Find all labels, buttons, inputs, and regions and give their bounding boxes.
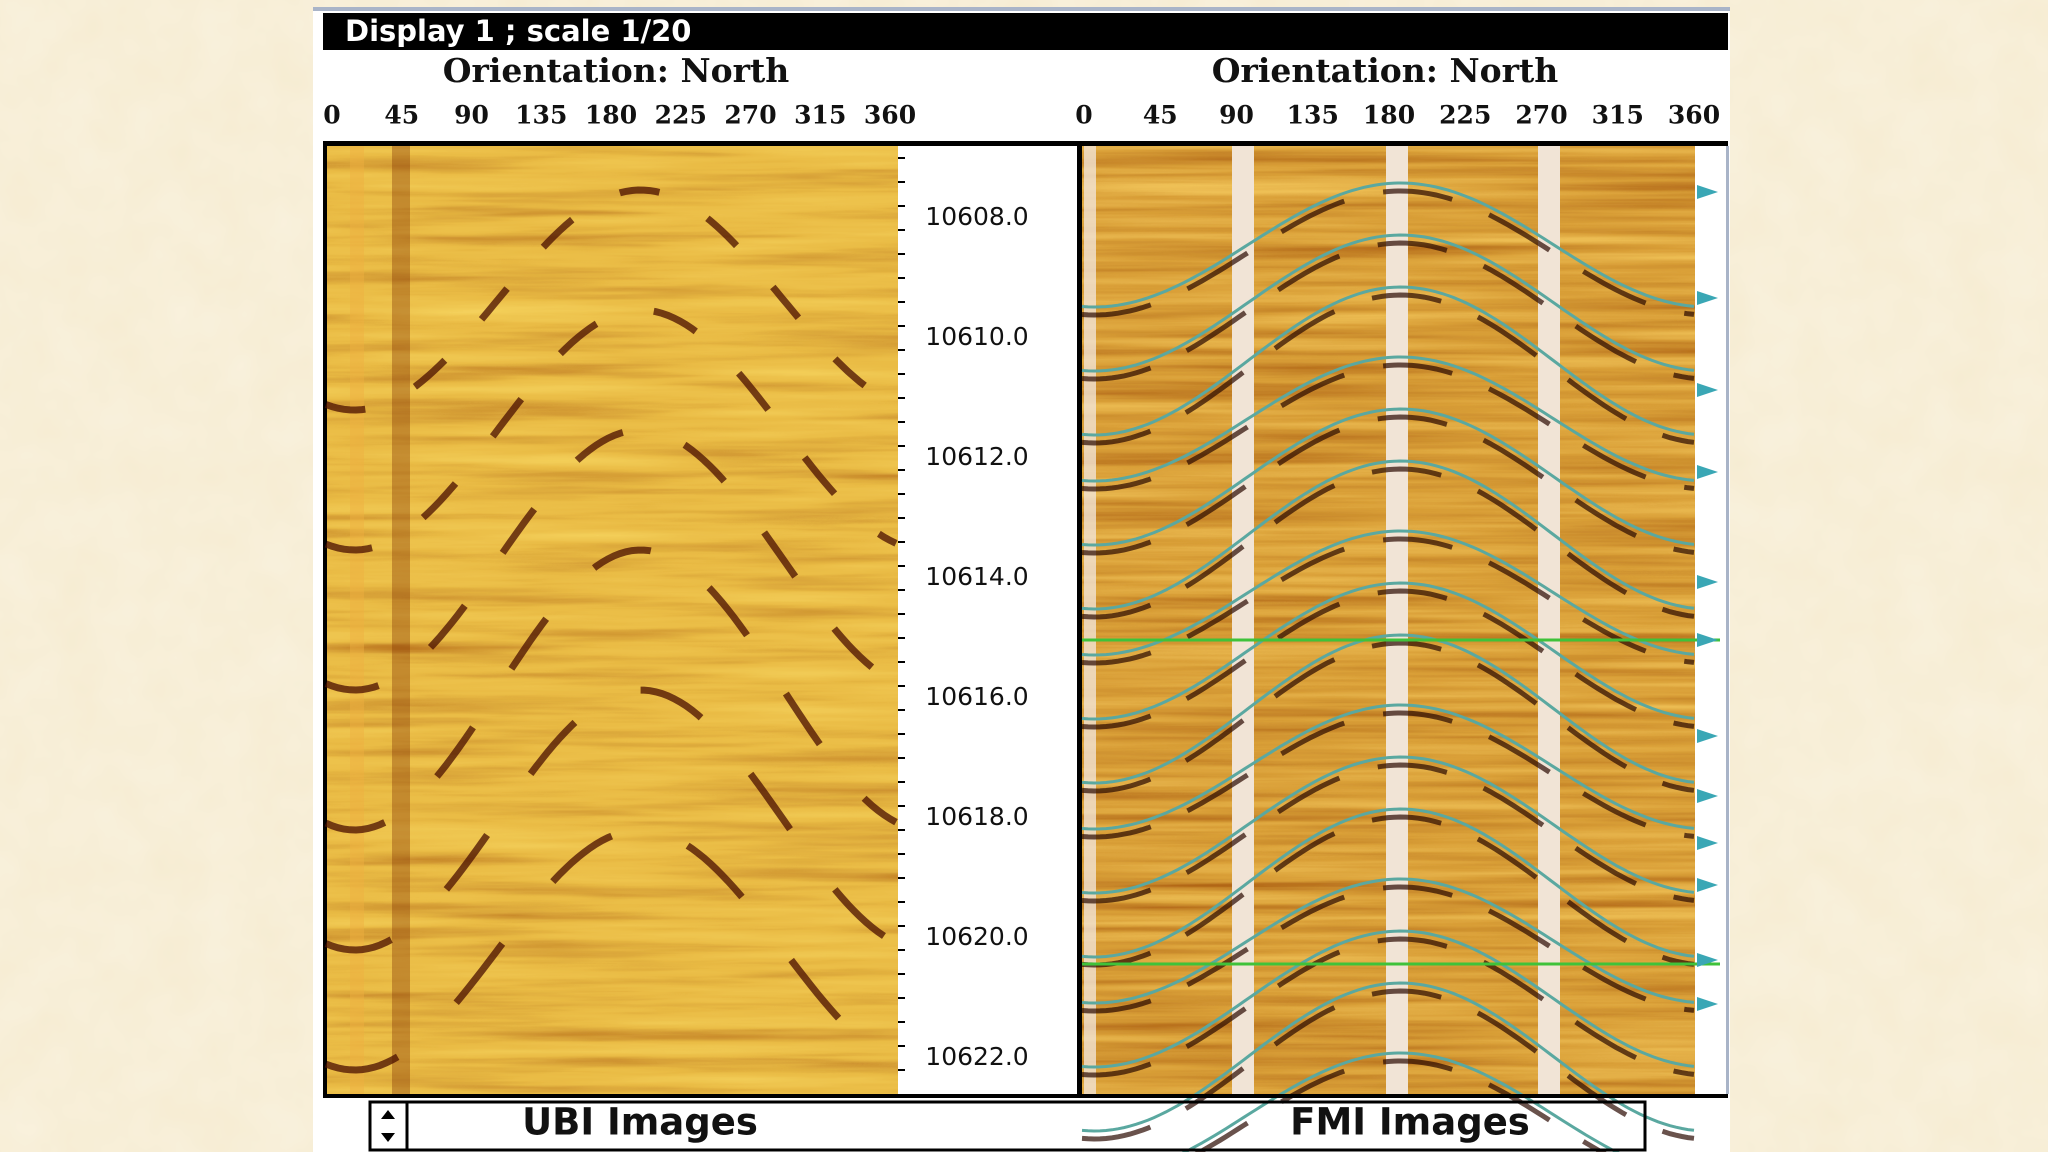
ubi-streak — [392, 146, 410, 1094]
dip-fit — [1081, 529, 1695, 657]
frame-line — [1077, 146, 1082, 1094]
depth-label: 10618.0 — [925, 802, 1028, 831]
azimuth-tick-label: 270 — [1515, 101, 1567, 130]
fmi-trace — [1081, 362, 1695, 492]
ubi-streak — [350, 146, 364, 1094]
dip-fit — [1081, 807, 1695, 959]
dip-arrow — [1697, 383, 1718, 397]
azimuth-tick-label: 180 — [585, 101, 637, 130]
azimuth-tick-label: 315 — [1592, 101, 1644, 130]
fmi-trace — [1081, 188, 1695, 318]
fmi-trace — [1081, 884, 1695, 1014]
fmi-trace — [1194, 1058, 1607, 1152]
orientation-label: Orientation: North — [443, 51, 790, 90]
depth-track — [898, 146, 1078, 1094]
dip-fit — [1081, 755, 1695, 895]
spinner-button[interactable] — [368, 1100, 409, 1152]
dip-fit — [1081, 459, 1695, 611]
dip-arrow — [1697, 789, 1718, 803]
depth-label: 10610.0 — [925, 322, 1028, 351]
ubi-trace — [324, 546, 898, 834]
azimuth-tick-label: 225 — [655, 101, 707, 130]
pad-gap — [1538, 146, 1560, 1094]
panel-label: FMI Images — [1290, 1101, 1530, 1144]
orientation-label: Orientation: North — [1212, 51, 1559, 90]
fmi-trace — [1081, 710, 1695, 840]
fmi-trace — [1081, 988, 1695, 1142]
pad-gap — [1232, 146, 1254, 1094]
fmi-trace — [1081, 814, 1695, 968]
dip-arrow — [1697, 997, 1718, 1011]
fmi-trace — [1081, 536, 1695, 666]
azimuth-tick-label: 0 — [323, 101, 340, 130]
dip-arrow — [1697, 633, 1718, 647]
azimuth-tick-label: 135 — [515, 101, 567, 130]
fmi-trace — [1081, 292, 1695, 446]
label-box — [405, 1100, 1647, 1152]
depth-label: 10620.0 — [925, 922, 1028, 951]
dip-track — [1695, 146, 1728, 1094]
dip-fit — [1081, 285, 1695, 437]
frame-line — [323, 146, 327, 1094]
dip-arrow — [1697, 836, 1718, 850]
depth-label: 10612.0 — [925, 442, 1028, 471]
window-border — [313, 7, 1730, 11]
dip-arrow — [1697, 953, 1718, 967]
azimuth-tick-label: 180 — [1363, 101, 1415, 130]
dip-arrow — [1697, 291, 1718, 305]
overlay — [324, 146, 1720, 1152]
azimuth-tick-label: 270 — [724, 101, 776, 130]
title-bar — [323, 13, 1728, 50]
dip-fit — [1081, 355, 1695, 483]
azimuth-tick-label: 315 — [794, 101, 846, 130]
depth-label: 10608.0 — [925, 202, 1028, 231]
fmi-trace — [1081, 588, 1695, 730]
azimuth-tick-label: 45 — [384, 101, 419, 130]
azimuth-tick-label: 360 — [1668, 101, 1720, 130]
fmi-trace — [1081, 414, 1695, 556]
ubi-trace — [324, 826, 898, 1074]
azimuth-tick-label: 360 — [864, 101, 916, 130]
dip-arrow — [1697, 878, 1718, 892]
header-divider — [323, 141, 1728, 146]
window-title: Display 1 ; scale 1/20 — [345, 14, 691, 48]
panel-label: UBI Images — [522, 1101, 758, 1144]
dip-arrow — [1697, 729, 1718, 743]
dip-fit — [1081, 181, 1695, 309]
fmi-trace — [1081, 466, 1695, 620]
azimuth-tick-label: 45 — [1143, 101, 1178, 130]
dip-fit — [1081, 407, 1695, 547]
pad-gap — [1084, 146, 1096, 1094]
ubi-trace — [324, 426, 898, 694]
ubi-trace — [324, 186, 898, 414]
depth-label: 10622.0 — [925, 1042, 1028, 1071]
fmi-trace — [1081, 240, 1695, 382]
azimuth-tick-label: 225 — [1439, 101, 1491, 130]
pad-gap — [1386, 146, 1408, 1094]
depth-label: 10616.0 — [925, 682, 1028, 711]
dip-fit — [1081, 929, 1695, 1069]
dip-arrow — [1697, 575, 1718, 589]
frame-line — [1726, 146, 1729, 1094]
dip-fit — [1081, 703, 1695, 831]
azimuth-tick-label: 90 — [1219, 101, 1254, 130]
azimuth-tick-label: 135 — [1287, 101, 1339, 130]
dip-arrow — [1697, 465, 1718, 479]
dip-arrow — [1697, 185, 1718, 199]
azimuth-tick-label: 0 — [1075, 101, 1092, 130]
dip-fit — [1081, 581, 1695, 721]
spinner-arrows — [381, 1110, 395, 1142]
fmi-trace — [1081, 762, 1695, 904]
footer-divider — [323, 1094, 1728, 1098]
dip-fit — [1081, 633, 1695, 785]
dip-fit — [1181, 1051, 1620, 1152]
azimuth-tick-label: 90 — [454, 101, 489, 130]
fmi-trace — [1081, 640, 1695, 794]
depth-label: 10614.0 — [925, 562, 1028, 591]
fmi-trace — [1081, 936, 1695, 1078]
ubi-image — [326, 146, 898, 1094]
dip-fit — [1081, 233, 1695, 373]
